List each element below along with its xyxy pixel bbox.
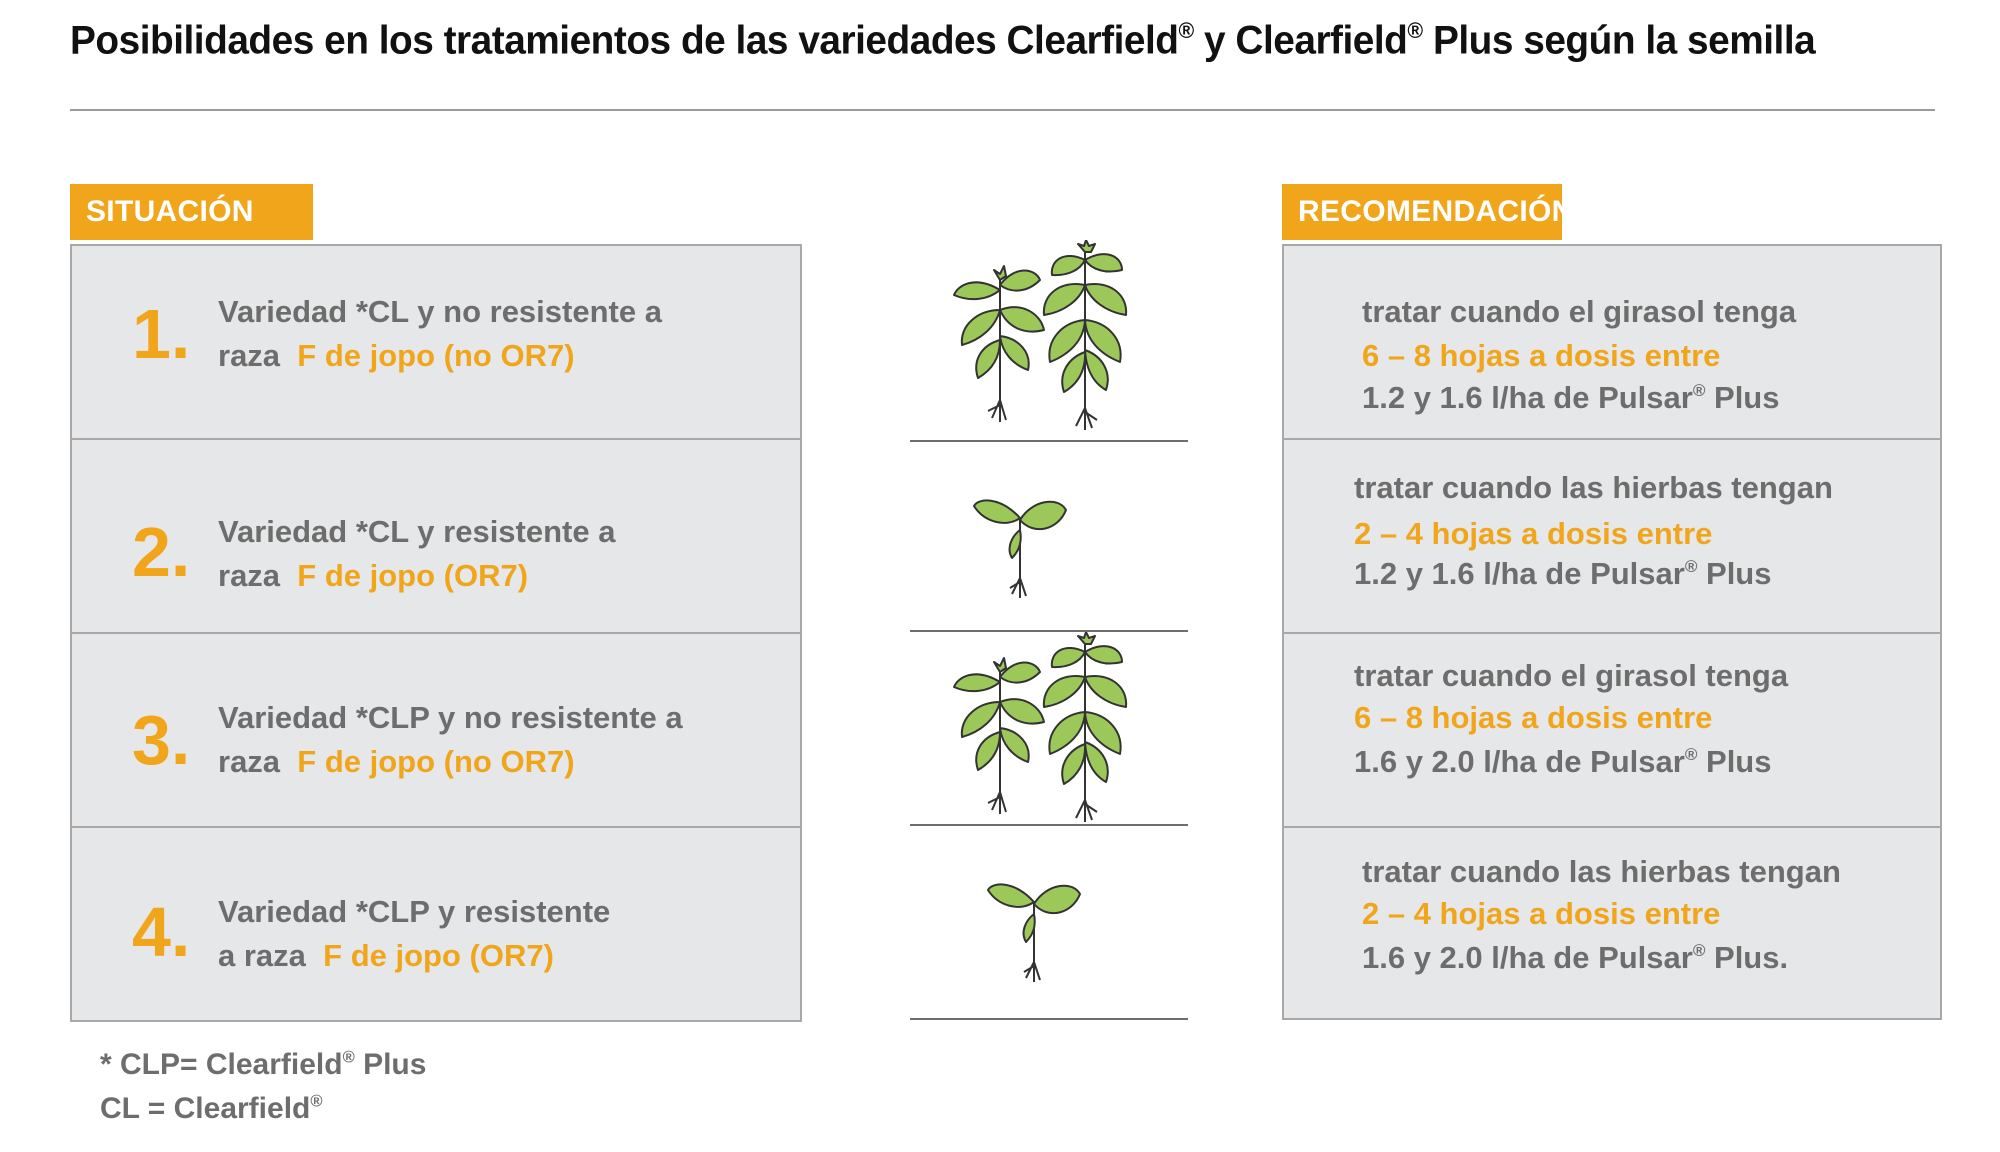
ground-line-4 — [910, 1018, 1188, 1020]
situation-text: Variedad *CL y no resistente a raza F de… — [218, 290, 662, 378]
registered-mark: ® — [342, 1048, 355, 1067]
title-part-3: Plus según la semilla — [1422, 18, 1816, 63]
title-divider — [70, 109, 1935, 111]
recommendation-line-3: 1.6 y 2.0 l/ha de Pulsar® Plus. — [1362, 940, 1788, 976]
footnote-cl-text: CL = Clearfield — [100, 1092, 311, 1125]
recommendation-dose: 1.6 y 2.0 l/ha de Pulsar — [1362, 940, 1693, 975]
ground-line-2 — [910, 630, 1188, 632]
situation-text: Variedad *CLP y resistente a raza F de j… — [218, 890, 610, 978]
recommendation-dose: 1.2 y 1.6 l/ha de Pulsar — [1362, 380, 1693, 415]
situation-text: Variedad *CLP y no resistente a raza F d… — [218, 696, 683, 784]
situation-prefix: a raza — [218, 938, 306, 973]
footnote-clp-suffix: Plus — [354, 1048, 427, 1081]
recommendation-dose-highlight: 2 – 4 hojas a dosis entre — [1354, 516, 1713, 551]
situation-prefix: raza — [218, 338, 281, 373]
situacion-header: SITUACIÓN — [70, 184, 313, 240]
situation-line-1: Variedad *CL y resistente a — [218, 514, 616, 549]
recommendation-line-3: 1.2 y 1.6 l/ha de Pulsar® Plus — [1362, 380, 1780, 416]
footnote-clp: * CLP= Clearfield® Plus — [100, 1048, 426, 1082]
registered-mark: ® — [310, 1092, 323, 1111]
ground-line-1 — [910, 440, 1188, 442]
recommendation-line-1: tratar cuando las hierbas tengan — [1362, 854, 1841, 889]
large-sunflower-plants-icon — [953, 632, 1128, 822]
situation-text: Variedad *CL y resistente a raza F de jo… — [218, 510, 615, 598]
situation-line-1: Variedad *CL y no resistente a — [218, 294, 662, 329]
recommendation-box-2: tratar cuando las hierbas tengan 2 – 4 h… — [1282, 438, 1942, 634]
situation-highlight: F de jopo (no OR7) — [297, 338, 575, 373]
situation-box-4: 4. Variedad *CLP y resistente a raza F d… — [70, 826, 802, 1022]
recommendation-dose-highlight: 6 – 8 hojas a dosis entre — [1354, 700, 1713, 735]
recommendation-dose-highlight: 2 – 4 hojas a dosis entre — [1362, 896, 1721, 931]
recommendation-line-3: 1.2 y 1.6 l/ha de Pulsar® Plus — [1354, 556, 1772, 592]
footnote-cl: CL = Clearfield® — [100, 1092, 323, 1126]
recommendation-line-1: tratar cuando el girasol tenga — [1354, 658, 1789, 693]
recommendation-box-1: tratar cuando el girasol tenga 6 – 8 hoj… — [1282, 244, 1942, 440]
recommendation-line-1: tratar cuando el girasol tenga — [1362, 294, 1797, 329]
footnote-clp-text: * CLP= Clearfield — [100, 1048, 343, 1081]
situation-box-2: 2. Variedad *CL y resistente a raza F de… — [70, 438, 802, 634]
situation-line-2: raza F de jopo (OR7) — [218, 554, 615, 598]
recommendation-box-4: tratar cuando las hierbas tengan 2 – 4 h… — [1282, 826, 1942, 1020]
ground-line-3 — [910, 824, 1188, 826]
situation-box-1: 1. Variedad *CL y no resistente a raza F… — [70, 244, 802, 440]
recommendation-line-3: 1.6 y 2.0 l/ha de Pulsar® Plus — [1354, 744, 1772, 780]
recommendation-dose: 1.2 y 1.6 l/ha de Pulsar — [1354, 556, 1685, 591]
situation-line-2: raza F de jopo (no OR7) — [218, 740, 683, 784]
recommendation-box-3: tratar cuando el girasol tenga 6 – 8 hoj… — [1282, 632, 1942, 828]
recommendation-product-suffix: Plus — [1697, 556, 1772, 591]
registered-mark: ® — [1692, 941, 1706, 961]
situation-number: 2. — [132, 513, 191, 591]
title-part-2: y Clearfield — [1193, 18, 1408, 63]
title-part-1: Posibilidades en los tratamientos de las… — [70, 18, 1179, 63]
recommendation-product-suffix: Plus — [1697, 744, 1772, 779]
small-seedling-icon — [987, 883, 1081, 982]
situation-line-1: Variedad *CLP y resistente — [218, 894, 611, 929]
registered-mark: ® — [1407, 18, 1423, 43]
small-seedling-icon — [973, 499, 1067, 598]
situation-line-1: Variedad *CLP y no resistente a — [218, 700, 683, 735]
registered-mark: ® — [1684, 745, 1698, 765]
registered-mark: ® — [1684, 557, 1698, 577]
recommendation-product-suffix: Plus. — [1705, 940, 1789, 975]
situation-highlight: F de jopo (no OR7) — [297, 744, 575, 779]
situation-number: 1. — [132, 295, 191, 373]
situation-highlight: F de jopo (OR7) — [323, 938, 554, 973]
large-sunflower-plants-icon — [953, 240, 1128, 430]
situation-prefix: raza — [218, 558, 281, 593]
situation-line-2: a raza F de jopo (OR7) — [218, 934, 610, 978]
situation-number: 4. — [132, 893, 191, 971]
recommendation-dose-highlight: 6 – 8 hojas a dosis entre — [1362, 338, 1721, 373]
recomendacion-header: RECOMENDACIÓN — [1282, 184, 1573, 240]
registered-mark: ® — [1178, 18, 1194, 43]
page-title: Posibilidades en los tratamientos de las… — [70, 18, 1894, 63]
recommendation-line-1: tratar cuando las hierbas tengan — [1354, 470, 1833, 505]
situation-line-2: raza F de jopo (no OR7) — [218, 334, 662, 378]
situation-highlight: F de jopo (OR7) — [297, 558, 529, 593]
registered-mark: ® — [1692, 381, 1706, 401]
situation-number: 3. — [132, 701, 191, 779]
situation-box-3: 3. Variedad *CLP y no resistente a raza … — [70, 632, 802, 828]
recommendation-product-suffix: Plus — [1705, 380, 1780, 415]
recommendation-dose: 1.6 y 2.0 l/ha de Pulsar — [1354, 744, 1685, 779]
situation-prefix: raza — [218, 744, 281, 779]
